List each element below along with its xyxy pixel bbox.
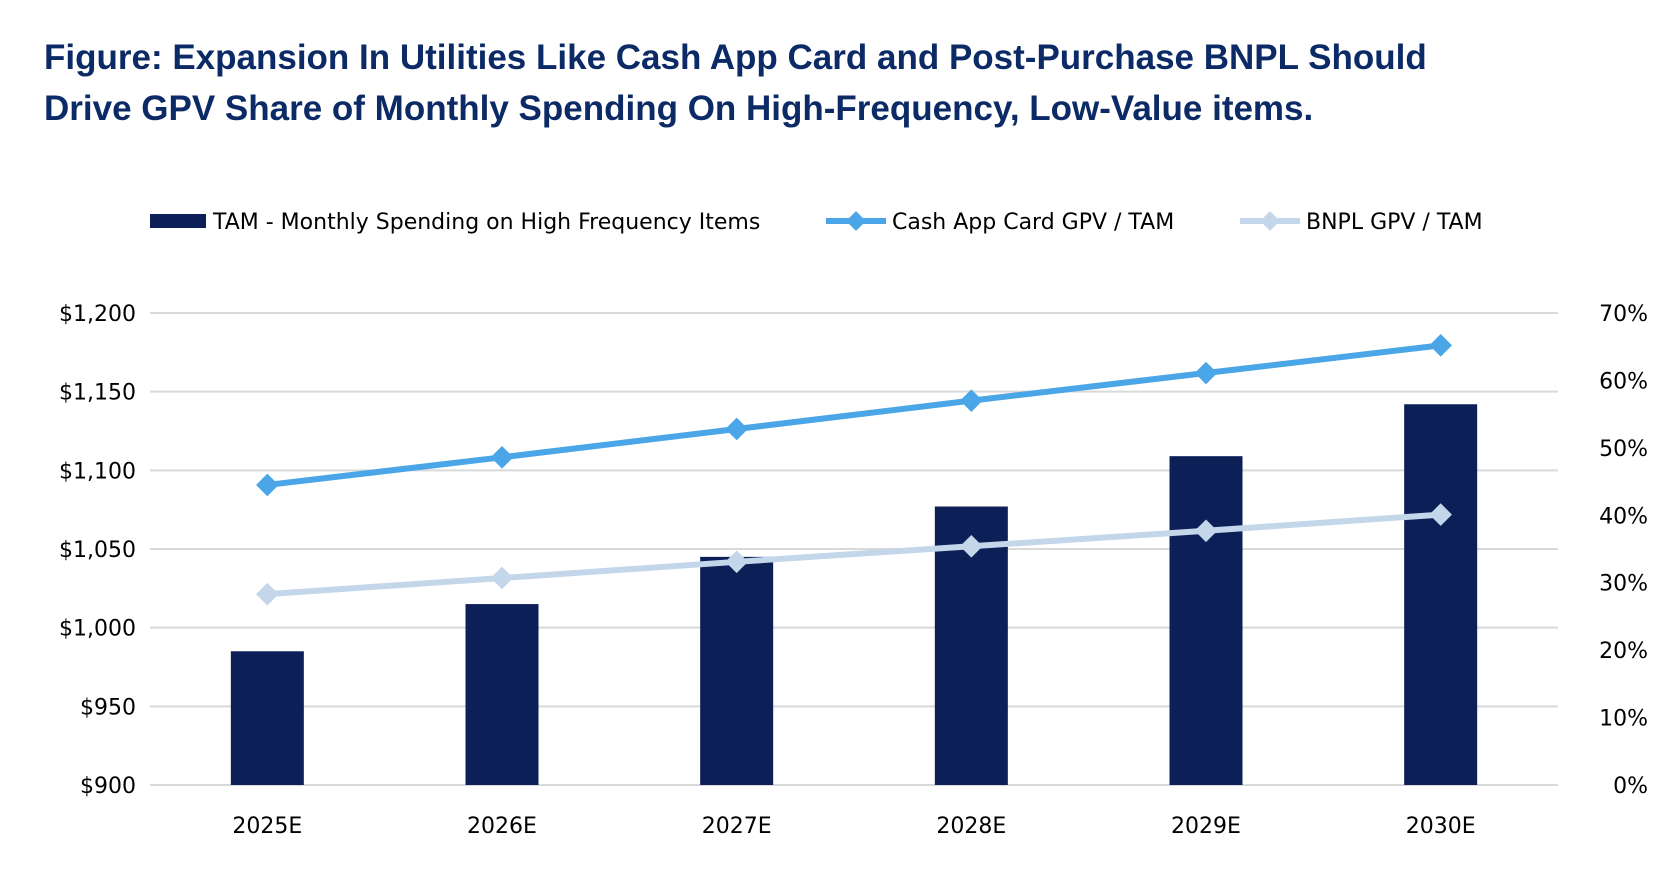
tam-bars bbox=[230, 404, 1478, 785]
left-tick-label: $1,200 bbox=[59, 302, 136, 327]
legend-swatch-tam bbox=[150, 214, 206, 228]
right-axis-ticks: 0% 10% 20% 30% 40% 50% 60% 70% bbox=[1599, 302, 1648, 799]
point-bnpl-2026E bbox=[490, 566, 514, 590]
title-line-2: Drive GPV Share of Monthly Spending On H… bbox=[44, 89, 1314, 128]
right-tick-label: 50% bbox=[1599, 437, 1648, 462]
x-tick-label: 2030E bbox=[1406, 814, 1476, 839]
x-tick-label: 2026E bbox=[467, 814, 537, 839]
right-tick-label: 30% bbox=[1599, 572, 1648, 597]
point-bnpl-2025E bbox=[256, 582, 279, 606]
line-cash-app bbox=[266, 342, 1442, 488]
tam-bar-2026E bbox=[465, 604, 539, 785]
tam-bar-2025E bbox=[230, 651, 304, 785]
point-bnpl-2030E bbox=[1429, 503, 1452, 526]
line-bnpl bbox=[267, 511, 1441, 598]
x-tick-label: 2025E bbox=[232, 814, 302, 839]
gridlines bbox=[150, 312, 1558, 786]
left-tick-label: $950 bbox=[80, 695, 136, 720]
right-tick-label: 40% bbox=[1599, 504, 1648, 529]
right-tick-label: 10% bbox=[1599, 707, 1648, 732]
title-line-1: Figure: Expansion In Utilities Like Cash… bbox=[44, 38, 1427, 77]
x-tick-label: 2028E bbox=[936, 814, 1006, 839]
legend-marker-cash-app bbox=[846, 211, 866, 231]
point-cash-app-2025E bbox=[256, 473, 279, 497]
x-tick-label: 2027E bbox=[702, 814, 772, 839]
point-bnpl-2027E bbox=[725, 550, 748, 574]
left-axis-ticks: $900 $950 $1,000 $1,050 $1,100 $1,150 $1,200 bbox=[59, 302, 136, 799]
right-tick-label: 20% bbox=[1599, 639, 1648, 664]
x-tick-label: 2029E bbox=[1171, 814, 1241, 839]
legend-label-tam: TAM - Monthly Spending on High Frequency… bbox=[212, 210, 760, 235]
legend-marker-bnpl bbox=[1260, 211, 1280, 231]
tam-bar-2030E bbox=[1404, 404, 1478, 785]
chart-legend: TAM - Monthly Spending on High Frequency… bbox=[150, 210, 1483, 235]
point-cash-app-2028E bbox=[960, 389, 983, 412]
point-cash-app-2030E bbox=[1429, 334, 1452, 357]
right-tick-label: 0% bbox=[1613, 774, 1648, 799]
left-tick-label: $1,000 bbox=[59, 617, 136, 642]
ratio-lines bbox=[256, 334, 1452, 606]
right-tick-label: 60% bbox=[1599, 369, 1648, 394]
legend-label-bnpl: BNPL GPV / TAM bbox=[1306, 210, 1483, 235]
tam-bar-2029E bbox=[1169, 456, 1243, 785]
point-bnpl-2028E bbox=[960, 534, 983, 558]
x-axis-ticks: 2025E 2026E 2027E 2028E 2029E 2030E bbox=[232, 814, 1475, 839]
tam-bar-2027E bbox=[700, 556, 774, 785]
point-cash-app-2029E bbox=[1194, 361, 1218, 385]
left-tick-label: $1,050 bbox=[59, 538, 136, 563]
left-tick-label: $1,150 bbox=[59, 381, 136, 406]
point-cash-app-2026E bbox=[490, 445, 514, 469]
legend-label-cash-app: Cash App Card GPV / TAM bbox=[892, 210, 1174, 235]
left-tick-label: $1,100 bbox=[59, 459, 136, 484]
point-bnpl-2029E bbox=[1194, 519, 1218, 543]
left-tick-label: $900 bbox=[80, 774, 136, 799]
right-tick-label: 70% bbox=[1599, 302, 1648, 327]
point-cash-app-2027E bbox=[725, 417, 748, 441]
chart-title: Figure: Expansion In Utilities Like Cash… bbox=[44, 32, 1604, 134]
